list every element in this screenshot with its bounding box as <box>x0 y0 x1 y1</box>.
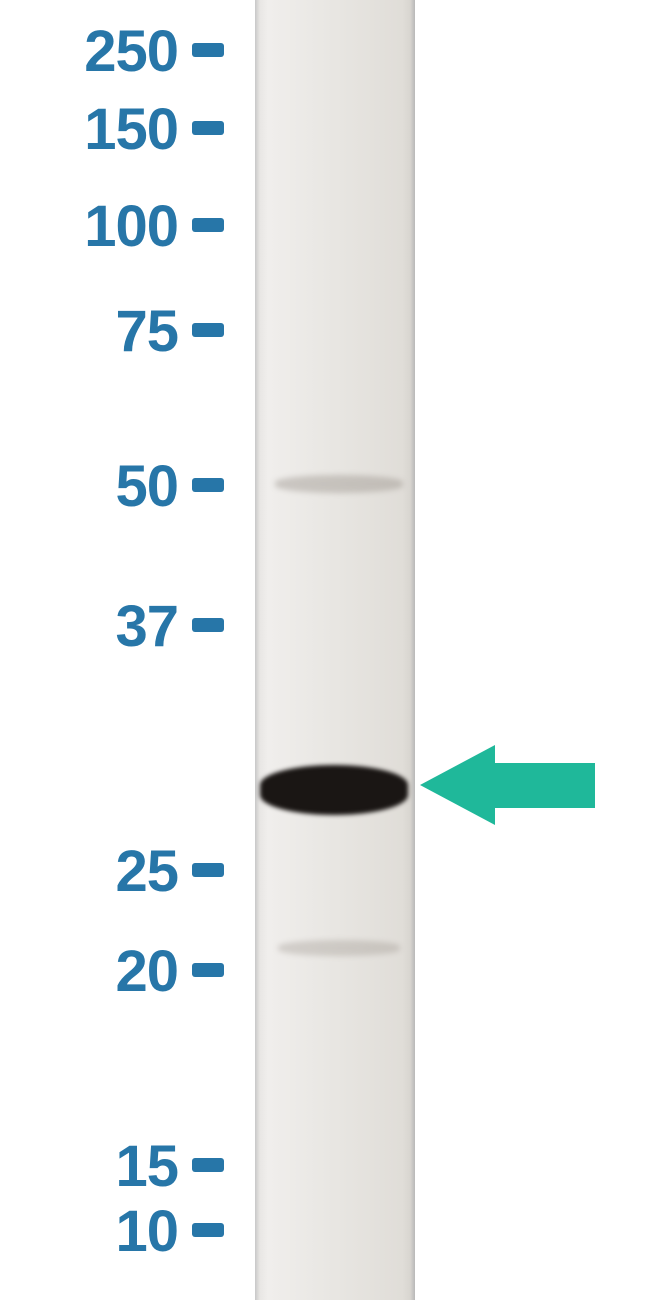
blot-lane <box>255 0 415 1300</box>
marker-tick-37 <box>192 618 224 632</box>
band-1 <box>260 765 408 815</box>
marker-label-37: 37 <box>115 593 178 660</box>
marker-tick-100 <box>192 218 224 232</box>
arrow-shaft <box>495 763 595 808</box>
marker-tick-150 <box>192 121 224 135</box>
marker-tick-15 <box>192 1158 224 1172</box>
band-0 <box>275 475 403 493</box>
marker-tick-20 <box>192 963 224 977</box>
marker-tick-250 <box>192 43 224 57</box>
marker-label-150: 150 <box>84 96 178 163</box>
marker-label-25: 25 <box>115 838 178 905</box>
marker-label-10: 10 <box>115 1198 178 1265</box>
marker-tick-25 <box>192 863 224 877</box>
marker-tick-75 <box>192 323 224 337</box>
arrow-head <box>420 745 495 825</box>
marker-label-250: 250 <box>84 18 178 85</box>
band-2 <box>278 940 400 956</box>
marker-tick-50 <box>192 478 224 492</box>
marker-label-50: 50 <box>115 453 178 520</box>
marker-label-100: 100 <box>84 193 178 260</box>
marker-tick-10 <box>192 1223 224 1237</box>
western-blot-figure: 250 150 100 75 50 37 25 20 1510 <box>0 0 650 1300</box>
marker-label-20: 20 <box>115 938 178 1005</box>
marker-label-15: 15 <box>115 1133 178 1200</box>
indicator-arrow <box>420 745 595 825</box>
marker-label-75: 75 <box>115 298 178 365</box>
